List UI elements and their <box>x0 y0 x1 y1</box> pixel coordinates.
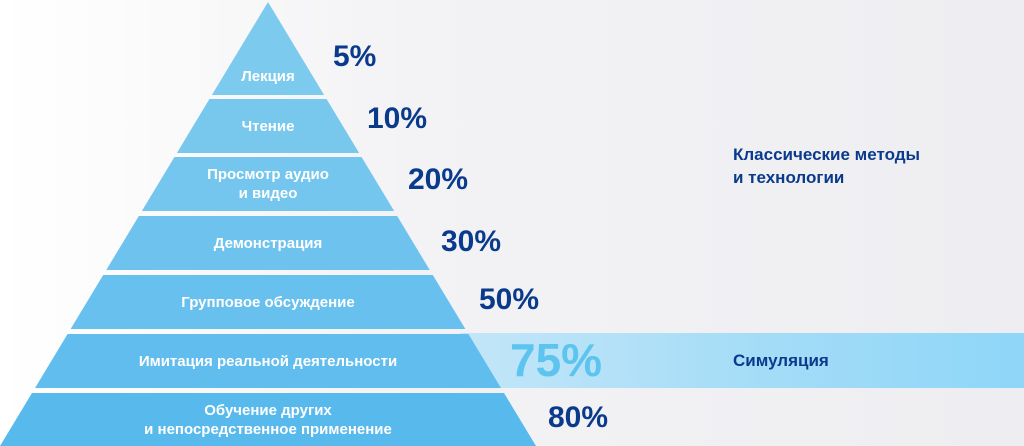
pyramid-tier-6 <box>35 334 501 388</box>
tier-percent-4: 30% <box>441 225 502 258</box>
simulation-band <box>460 333 1024 388</box>
pyramid-tier-3 <box>141 157 395 211</box>
tier-label-7: Обучение других и непосредственное приме… <box>144 401 392 438</box>
tier-label-5: Групповое обсуждение <box>181 293 355 311</box>
tier-percent-7: 80% <box>548 401 609 434</box>
tier-percent-2: 10% <box>367 102 428 135</box>
pyramid-tier-7 <box>0 393 536 446</box>
pyramid-tier-5 <box>70 275 466 329</box>
pyramid-tier-4 <box>106 216 430 270</box>
pyramid-tier-2 <box>176 99 360 153</box>
pyramid-tier-1 <box>211 2 325 95</box>
tier-percent-3: 20% <box>408 163 469 196</box>
tier-label-3: Просмотр аудио и видео <box>207 166 329 202</box>
tier-percent-6: 75% <box>510 334 603 386</box>
tier-percent-5: 50% <box>479 283 540 316</box>
tier-label-1: Лекция <box>241 68 295 85</box>
tier-label-2: Чтение <box>241 117 295 135</box>
classic-methods-label: Классические методы и технологии <box>733 145 921 187</box>
simulation-label: Симуляция <box>733 351 829 370</box>
tier-label-4: Демонстрация <box>213 234 323 252</box>
tier-percent-1: 5% <box>333 40 377 73</box>
tier-label-6: Имитация реальной деятельности <box>138 352 398 370</box>
